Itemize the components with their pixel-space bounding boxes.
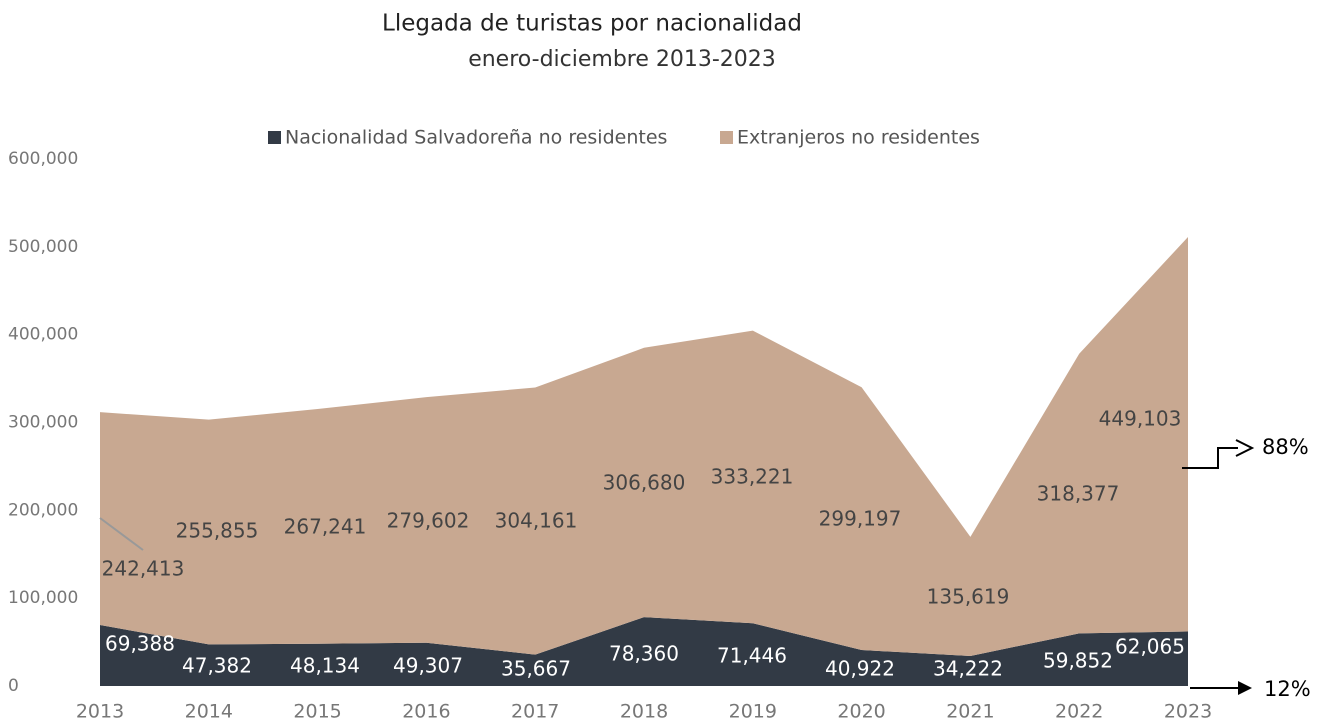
data-label: 78,360 xyxy=(609,642,679,666)
data-label: 318,377 xyxy=(1037,482,1120,506)
x-tick-label: 2022 xyxy=(1055,701,1103,723)
annotation: 88% xyxy=(1262,435,1309,459)
plot: 0 100,000 200,000 300,000 400,000 500,000 600,… xyxy=(8,149,1212,723)
data-label: 69,388 xyxy=(105,632,175,656)
legend-label: Nacionalidad Salvadoreña no residentes xyxy=(285,127,667,149)
arrow-head xyxy=(1235,439,1255,457)
data-label: 40,922 xyxy=(825,657,895,681)
x-tick-label: 2015 xyxy=(293,701,341,723)
x-tick-label: 2017 xyxy=(511,701,559,723)
annotation: 12% xyxy=(1264,677,1311,701)
data-label: 49,307 xyxy=(393,654,463,678)
y-tick-label: 200,000 xyxy=(8,500,78,520)
y-tick-label: 300,000 xyxy=(8,413,78,433)
x-tick-label: 2018 xyxy=(620,701,668,723)
data-label: 71,446 xyxy=(717,644,787,668)
data-label: 333,221 xyxy=(711,465,794,489)
legend-swatch xyxy=(720,131,733,144)
y-tick-label: 500,000 xyxy=(8,237,78,257)
data-label: 255,855 xyxy=(176,519,259,543)
data-label: 35,667 xyxy=(501,657,571,681)
x-tick-label: 2016 xyxy=(402,701,450,723)
leader-line xyxy=(99,517,144,551)
data-label: 34,222 xyxy=(933,657,1003,681)
data-label: 299,197 xyxy=(819,507,902,531)
data-label: 306,680 xyxy=(603,471,686,495)
data-label: 62,065 xyxy=(1115,635,1185,659)
x-tick-label: 2023 xyxy=(1164,701,1212,723)
arrow-head xyxy=(1238,681,1252,695)
data-label: 449,103 xyxy=(1099,407,1182,431)
data-label: 47,382 xyxy=(182,654,252,678)
area xyxy=(100,237,1188,656)
data-label: 304,161 xyxy=(495,509,578,533)
x-tick-label: 2019 xyxy=(729,701,777,723)
y-tick-label: 600,000 xyxy=(8,149,78,169)
x-tick-label: 2020 xyxy=(837,701,885,723)
legend-swatch xyxy=(268,131,281,144)
y-tick-label: 0 xyxy=(8,676,19,696)
area xyxy=(100,617,1188,686)
data-label: 135,619 xyxy=(927,585,1010,609)
chart-title: Llegada de turistas por nacionalidad xyxy=(382,11,802,37)
data-label: 279,602 xyxy=(387,509,470,533)
data-label: 48,134 xyxy=(290,654,360,678)
x-tick-label: 2021 xyxy=(946,701,994,723)
x-tick-label: 2014 xyxy=(185,701,233,723)
data-label: 59,852 xyxy=(1043,649,1113,673)
y-tick-label: 400,000 xyxy=(8,325,78,345)
y-tick-label: 100,000 xyxy=(8,588,78,608)
chart-subtitle: enero-diciembre 2013-2023 xyxy=(468,47,776,72)
data-label: 242,413 xyxy=(102,557,185,581)
x-tick-label: 2013 xyxy=(76,701,124,723)
arrow xyxy=(1182,447,1238,469)
data-label: 267,241 xyxy=(284,515,367,539)
legend-label: Extranjeros no residentes xyxy=(737,127,980,149)
